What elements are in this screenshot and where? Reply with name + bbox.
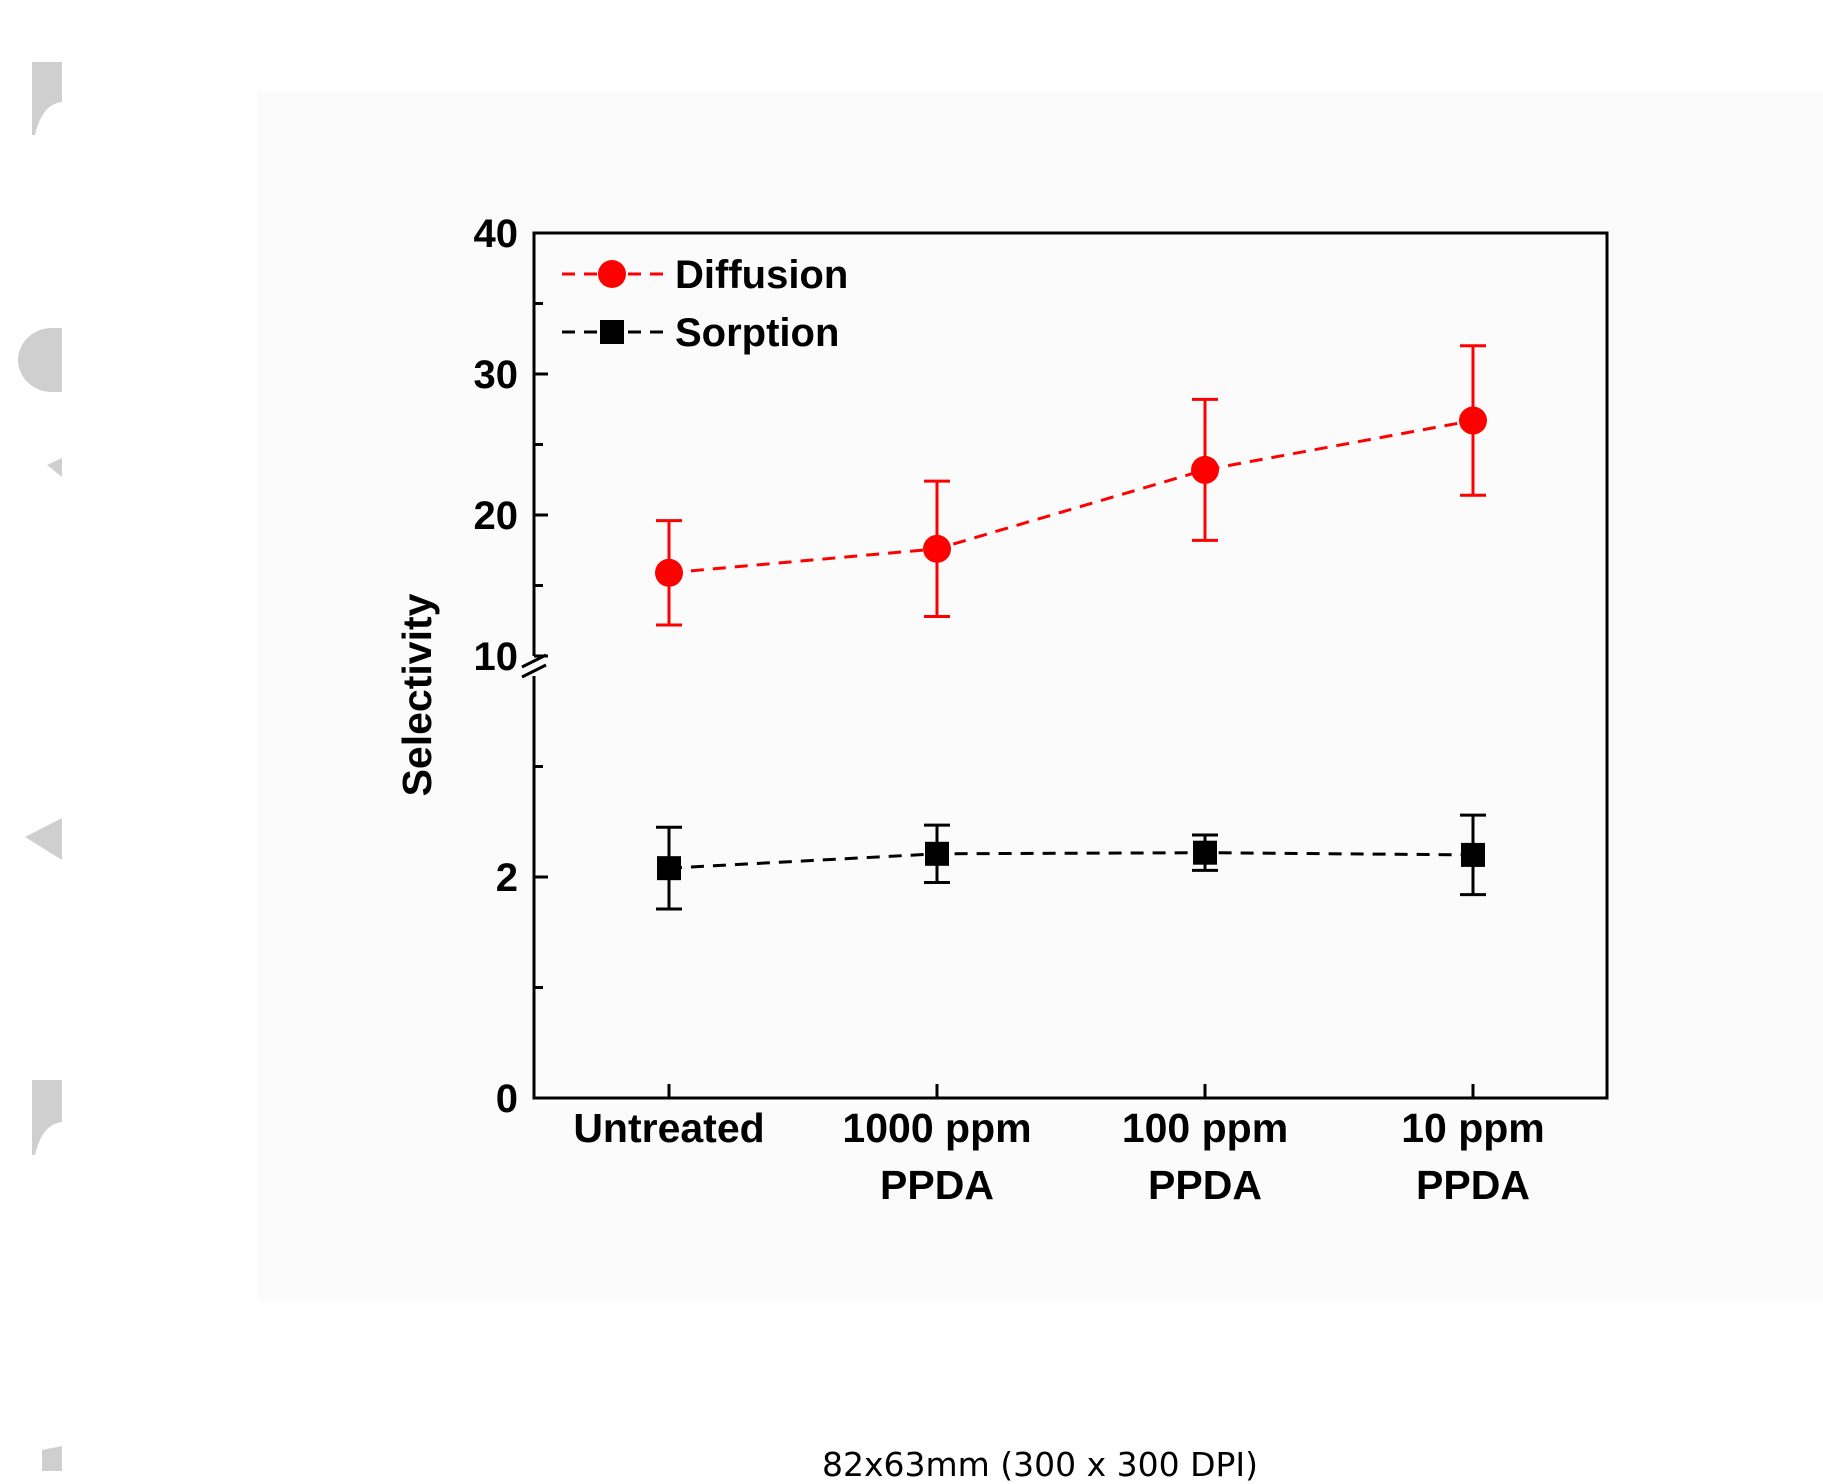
figure-panel xyxy=(258,92,1823,1302)
y-tick-label: 40 xyxy=(474,212,519,256)
plot-frame xyxy=(532,231,1609,1100)
y-tick-label: 2 xyxy=(496,856,518,900)
y-tick-label: 30 xyxy=(474,353,519,397)
axis-labels: 0 2 10 20 30 40 Untreated 1000 ppm PPDA 100 ppm PP… xyxy=(394,212,1545,1208)
watermark-strip xyxy=(18,62,62,1471)
sorption-line xyxy=(668,851,1474,870)
legend-label: Diffusion xyxy=(675,253,848,297)
diffusion-point xyxy=(923,534,951,563)
watermark-glyph-3 xyxy=(47,458,62,477)
y-axis-title: Selectivity xyxy=(394,593,440,796)
axis-break-gap xyxy=(522,656,546,676)
sorption-point xyxy=(925,841,949,866)
y-tick-label: 20 xyxy=(474,494,519,538)
y-tick-label: 10 xyxy=(474,635,519,679)
x-tick-label: Untreated xyxy=(573,1105,764,1151)
watermark-glyph-2 xyxy=(18,328,62,392)
watermark-glyph-6 xyxy=(42,1446,62,1471)
watermark-glyph-1 xyxy=(32,62,62,135)
legend-marker xyxy=(600,320,624,344)
sorption-point xyxy=(1193,840,1217,865)
diffusion-point xyxy=(1191,455,1219,484)
x-tick-label: PPDA xyxy=(1416,1162,1530,1208)
sorption-point xyxy=(657,856,681,881)
legend-entry-sorption: Sorption xyxy=(562,311,839,355)
x-tick-label: 1000 ppm xyxy=(842,1105,1031,1151)
diffusion-point xyxy=(655,558,683,587)
legend-marker xyxy=(598,260,626,288)
x-tick-label: 100 ppm xyxy=(1122,1105,1288,1151)
sorption-point xyxy=(1461,842,1485,867)
axis-ticks xyxy=(534,302,1475,1098)
legend: Diffusion Sorption xyxy=(562,253,848,355)
diffusion-line xyxy=(668,419,1474,575)
series-diffusion xyxy=(655,344,1487,627)
watermark-glyph-5 xyxy=(32,1080,62,1155)
watermark-glyph-4 xyxy=(25,818,62,860)
x-tick-label: PPDA xyxy=(1148,1162,1262,1208)
legend-entry-diffusion: Diffusion xyxy=(562,253,848,297)
y-tick-label: 0 xyxy=(496,1077,518,1121)
x-tick-label: 10 ppm xyxy=(1401,1105,1545,1151)
x-tick-label: PPDA xyxy=(880,1162,994,1208)
figure-caption: 82x63mm (300 x 300 DPI) xyxy=(821,1445,1259,1484)
series-sorption xyxy=(656,813,1486,911)
axis-break-mark xyxy=(521,663,547,679)
axes-frame xyxy=(521,231,1609,1100)
series-layer xyxy=(655,344,1487,911)
legend-label: Sorption xyxy=(675,311,839,355)
diffusion-point xyxy=(1459,406,1487,435)
